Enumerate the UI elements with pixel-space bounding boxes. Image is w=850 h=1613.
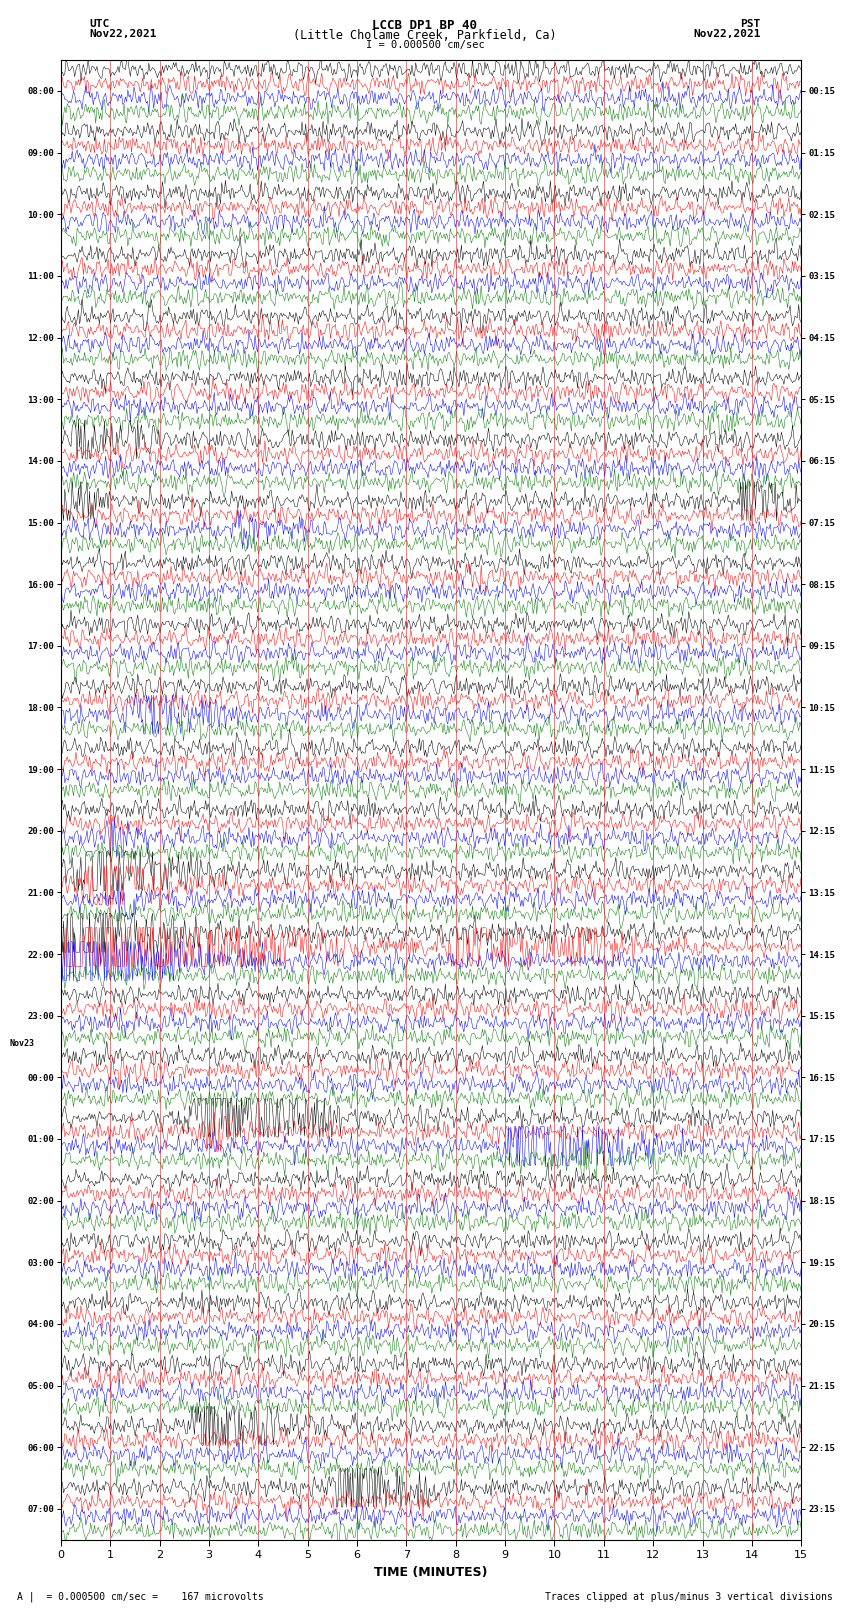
Text: Nov22,2021: Nov22,2021 xyxy=(89,29,156,39)
Text: I = 0.000500 cm/sec: I = 0.000500 cm/sec xyxy=(366,40,484,50)
Text: Nov22,2021: Nov22,2021 xyxy=(694,29,761,39)
Text: UTC: UTC xyxy=(89,19,110,29)
Text: Nov23: Nov23 xyxy=(9,1039,34,1048)
Text: (Little Cholame Creek, Parkfield, Ca): (Little Cholame Creek, Parkfield, Ca) xyxy=(293,29,557,42)
Text: A |  = 0.000500 cm/sec =    167 microvolts: A | = 0.000500 cm/sec = 167 microvolts xyxy=(17,1590,264,1602)
Text: PST: PST xyxy=(740,19,761,29)
Text: Traces clipped at plus/minus 3 vertical divisions: Traces clipped at plus/minus 3 vertical … xyxy=(545,1592,833,1602)
X-axis label: TIME (MINUTES): TIME (MINUTES) xyxy=(374,1566,488,1579)
Text: LCCB DP1 BP 40: LCCB DP1 BP 40 xyxy=(372,19,478,32)
